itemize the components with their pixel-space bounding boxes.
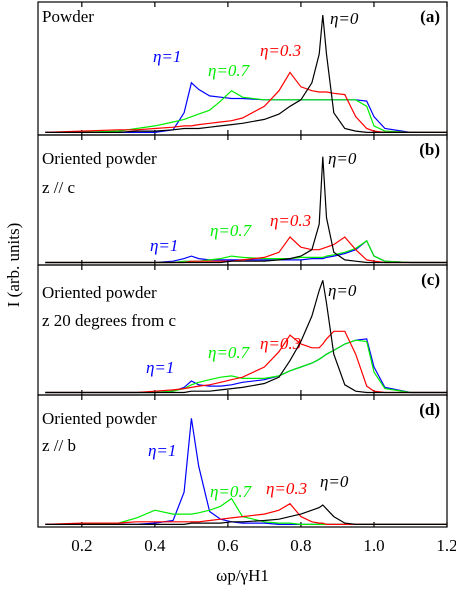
curve xyxy=(45,497,447,526)
x-tick-label: 1.0 xyxy=(363,536,384,555)
curve xyxy=(45,418,447,526)
curve-label: η=0.3 xyxy=(266,479,307,498)
curve xyxy=(45,71,447,133)
curve-label: η=0 xyxy=(320,472,349,491)
curve-label: η=0 xyxy=(328,149,357,168)
curve xyxy=(45,280,447,394)
curve-label: η=0 xyxy=(328,281,357,300)
curve xyxy=(45,14,447,133)
panel-label: (d) xyxy=(419,400,440,419)
x-tick-label: 0.4 xyxy=(144,536,166,555)
panel-label: (c) xyxy=(421,270,440,289)
curve xyxy=(45,81,447,133)
curve-label: η=0.3 xyxy=(270,211,311,230)
panel-label: (b) xyxy=(419,140,440,159)
panel-annotation: Oriented powder xyxy=(42,409,157,428)
curve xyxy=(45,339,447,394)
curve-label: η=0 xyxy=(330,9,359,28)
curve-label: η=1 xyxy=(148,441,176,460)
curve-label: η=0.3 xyxy=(260,41,301,60)
panel-annotation: z // b xyxy=(42,436,76,455)
panel-annotation: Oriented powder xyxy=(42,149,157,168)
curve xyxy=(45,236,447,264)
panel-annotation: Oriented powder xyxy=(42,283,157,302)
x-tick-label: 0.8 xyxy=(290,536,311,555)
x-tick-label: 0.6 xyxy=(217,536,238,555)
panel-label: (a) xyxy=(420,7,440,26)
curve-label: η=0.3 xyxy=(260,334,301,353)
curve-label: η=0.7 xyxy=(208,343,251,362)
curve-label: η=1 xyxy=(150,236,178,255)
curve-label: η=0.7 xyxy=(208,61,251,80)
panel-annotation: Powder xyxy=(42,7,94,26)
curve xyxy=(45,89,447,133)
curve-label: η=0.7 xyxy=(210,221,253,240)
curve-label: η=1 xyxy=(153,47,181,66)
panel-annotation: z 20 degrees from c xyxy=(42,311,177,330)
x-tick-label: 0.2 xyxy=(71,536,92,555)
x-axis-label: ωp/γH1 xyxy=(216,566,269,585)
curve xyxy=(45,156,447,264)
panel-frame xyxy=(37,394,448,528)
curve xyxy=(45,330,447,394)
curve xyxy=(45,504,447,526)
y-axis-label: I (arb. units) xyxy=(4,223,23,308)
curve-label: η=1 xyxy=(146,358,174,377)
curve-label: η=0.7 xyxy=(210,482,253,501)
x-tick-label: 1.2 xyxy=(436,536,456,555)
panel-annotation: z // c xyxy=(42,178,75,197)
